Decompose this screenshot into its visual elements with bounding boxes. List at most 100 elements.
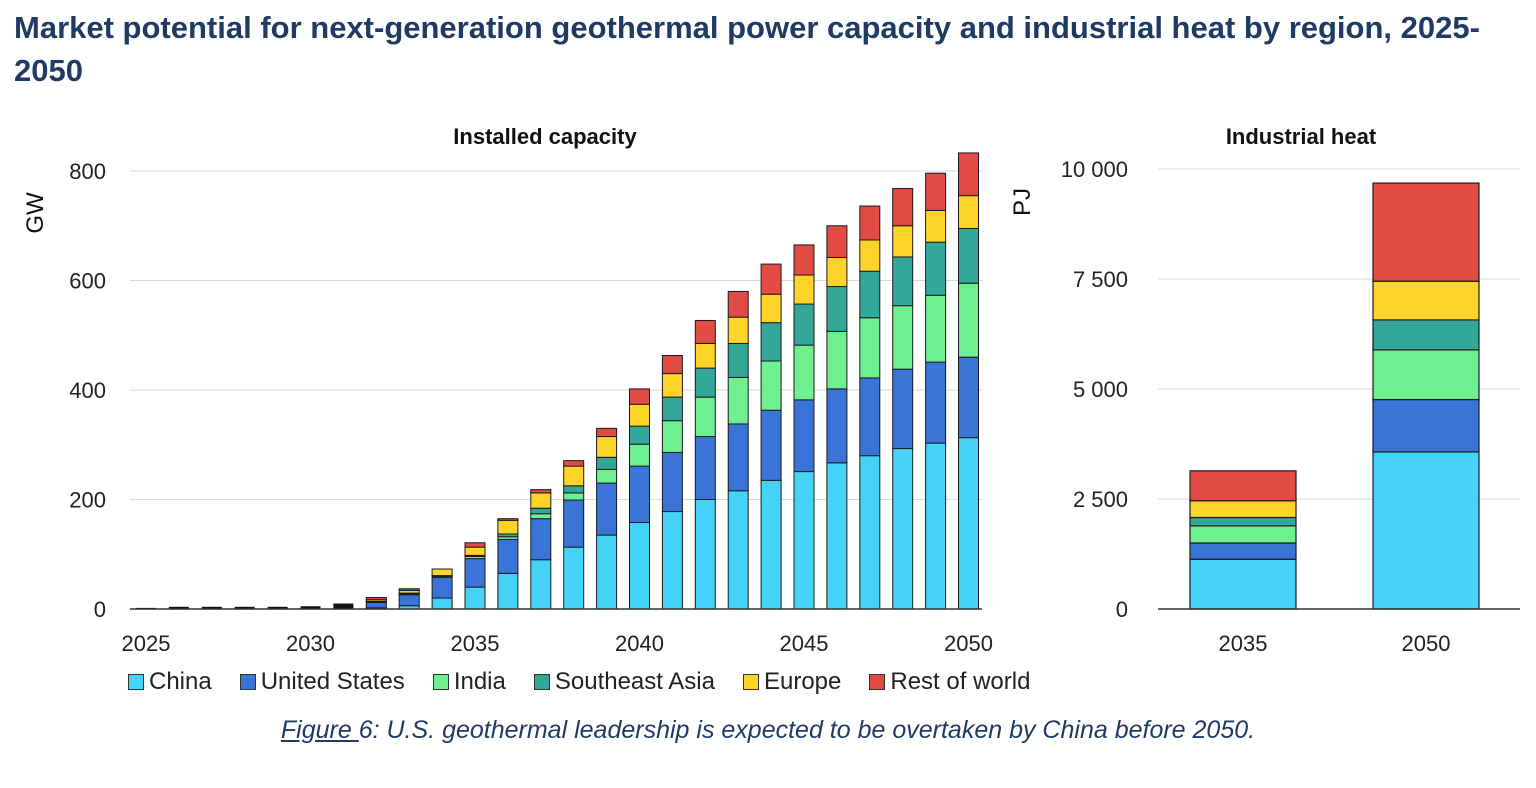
capacity-bar-2040-europe — [629, 403, 650, 427]
capacity-bar-2045-united-states — [793, 399, 815, 473]
capacity-bar-2038-europe — [563, 465, 585, 487]
capacity-bar-2042-europe — [694, 342, 716, 369]
capacity-bar-2044-india — [760, 360, 782, 411]
heat-bar-2050-europe — [1372, 280, 1480, 321]
capacity-bar-2029-total — [267, 606, 288, 609]
capacity-bar-2043-southeast-asia — [727, 342, 749, 378]
capacity-bar-2042-southeast-asia — [694, 367, 716, 398]
capacity-bar-2040-united-states — [629, 465, 650, 523]
capacity-bar-2035-rest-of-world — [464, 542, 486, 548]
heat-bar-2035-rest-of-world — [1189, 470, 1297, 502]
capacity-bar-2043-india — [727, 376, 749, 425]
capacity-bar-2041-europe — [661, 373, 683, 398]
capacity-bar-2033-united-states — [398, 594, 420, 607]
capacity-bar-2043-united-states — [727, 423, 749, 492]
capacity-bar-2050-europe — [958, 195, 979, 229]
legend-label-europe: Europe — [763, 668, 842, 695]
capacity-x-tick-label: 2025 — [122, 631, 171, 656]
figure-caption-text: 6: U.S. geothermal leadership is expecte… — [358, 716, 1256, 744]
capacity-bar-2039-southeast-asia — [596, 456, 618, 470]
capacity-bar-2048-rest-of-world — [892, 188, 914, 227]
capacity-bar-2037-europe — [530, 492, 552, 509]
capacity-y-tick-label: 400 — [69, 378, 106, 403]
heat-bar-2050-united-states — [1372, 398, 1480, 453]
capacity-bar-2042-rest-of-world — [694, 319, 716, 344]
capacity-bar-2047-europe — [859, 239, 881, 272]
capacity-bar-2045-india — [793, 344, 815, 401]
capacity-bar-2044-rest-of-world — [760, 263, 782, 295]
heat-x-tick-label: 2050 — [1402, 631, 1451, 656]
capacity-bar-2044-southeast-asia — [760, 322, 782, 362]
capacity-bar-2049-china — [925, 442, 947, 610]
capacity-bar-2048-europe — [892, 225, 914, 258]
capacity-bar-2045-rest-of-world — [793, 244, 815, 276]
capacity-bar-2040-rest-of-world — [629, 388, 650, 405]
heat-bar-2035-europe — [1189, 500, 1297, 519]
heat-y-tick-label: 5 000 — [1073, 377, 1128, 402]
capacity-bar-2041-southeast-asia — [661, 396, 683, 422]
capacity-bar-2037-southeast-asia — [530, 507, 552, 515]
capacity-bar-2046-rest-of-world — [826, 225, 848, 259]
heat-x-tick-label: 2035 — [1219, 631, 1268, 656]
heat-bar-2050-southeast-asia — [1372, 319, 1480, 351]
capacity-bar-2034-china — [431, 597, 453, 610]
capacity-bar-2026-total — [168, 606, 189, 609]
capacity-bar-2046-europe — [826, 257, 848, 288]
capacity-bar-2032-rest-of-world — [365, 597, 387, 601]
heat-bar-2035-southeast-asia — [1189, 516, 1297, 527]
legend-swatch-china — [128, 674, 144, 690]
capacity-bar-2040-china — [629, 521, 650, 610]
capacity-bar-2045-europe — [793, 274, 815, 305]
heat-bar-2050-rest-of-world — [1372, 182, 1480, 282]
heat-chart-title: Industrial heat — [1226, 124, 1377, 149]
capacity-bar-2050-china — [958, 437, 979, 610]
capacity-bar-2044-china — [760, 479, 782, 610]
legend-label-china: China — [149, 668, 212, 695]
capacity-bar-2046-southeast-asia — [826, 286, 848, 332]
capacity-bar-2036-europe — [497, 519, 519, 535]
heat-bar-2035-china — [1189, 558, 1297, 610]
capacity-bar-2047-united-states — [859, 377, 881, 457]
figure-caption: Figure 6: U.S. geothermal leadership is … — [0, 716, 1536, 745]
capacity-bar-2048-china — [892, 448, 914, 610]
capacity-bar-2037-united-states — [530, 518, 552, 561]
capacity-bar-2043-europe — [727, 316, 749, 344]
capacity-bar-2039-europe — [596, 436, 618, 458]
capacity-bar-2038-india — [563, 492, 585, 501]
capacity-bar-2050-india — [958, 282, 979, 358]
capacity-bar-2043-china — [727, 490, 749, 610]
capacity-bar-2042-united-states — [694, 436, 716, 501]
capacity-bar-2047-rest-of-world — [859, 205, 881, 241]
heat-bar-2050-china — [1372, 451, 1480, 610]
capacity-bar-2044-united-states — [760, 409, 782, 481]
capacity-bar-2028-total — [234, 606, 255, 609]
capacity-bar-2035-united-states — [464, 558, 486, 588]
capacity-x-tick-label: 2035 — [451, 631, 500, 656]
capacity-bar-2041-india — [661, 420, 683, 453]
capacity-x-tick-label: 2030 — [286, 631, 335, 656]
capacity-y-tick-label: 600 — [69, 269, 106, 294]
capacity-bar-2047-china — [859, 455, 881, 610]
legend-item-europe: Europe — [742, 668, 842, 696]
capacity-bar-2036-united-states — [497, 538, 519, 574]
capacity-bar-2039-rest-of-world — [596, 427, 618, 438]
capacity-bar-2047-india — [859, 317, 881, 379]
capacity-bar-2046-india — [826, 330, 848, 390]
capacity-bar-2049-southeast-asia — [925, 241, 947, 296]
legend-item-united-states: United States — [239, 668, 405, 696]
capacity-bar-2037-india — [530, 513, 552, 520]
capacity-bar-2040-india — [629, 443, 650, 467]
capacity-bar-2038-china — [563, 546, 585, 610]
capacity-bar-2040-southeast-asia — [629, 425, 650, 445]
legend-label-southeast-asia: Southeast Asia — [554, 668, 715, 695]
legend-item-rest-of-world: Rest of world — [869, 668, 1030, 696]
capacity-y-tick-label: 800 — [69, 159, 106, 184]
capacity-bar-2041-united-states — [661, 451, 683, 513]
capacity-bar-2031-total — [333, 603, 354, 609]
capacity-bar-2042-india — [694, 396, 716, 438]
legend-item-india: India — [432, 668, 506, 696]
capacity-bar-2046-united-states — [826, 388, 848, 464]
legend-item-southeast-asia: Southeast Asia — [533, 668, 715, 696]
capacity-bar-2034-europe — [431, 568, 453, 577]
capacity-bar-2039-china — [596, 534, 618, 610]
